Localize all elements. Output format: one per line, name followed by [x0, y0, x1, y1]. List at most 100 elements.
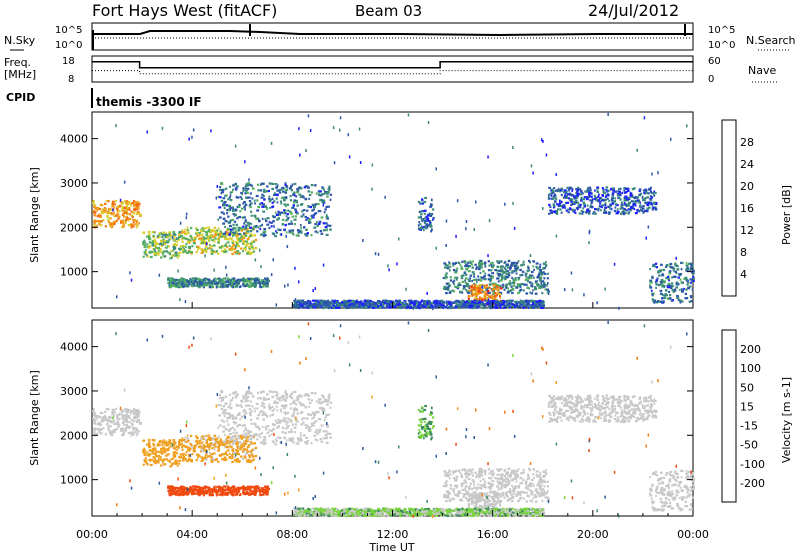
power-mark-2781 — [642, 199, 645, 201]
nsky-panel: N.Sky 10^5 10^0 10^5 10^0 N.Search — [4, 23, 796, 51]
power-mark-735 — [247, 230, 249, 232]
power-mark-968 — [262, 218, 264, 220]
power-mark-1991 — [488, 274, 491, 276]
power-noise-45 — [260, 265, 262, 268]
power-mark-2599 — [630, 206, 632, 208]
power-mark-134 — [113, 212, 115, 214]
power-mark-730 — [326, 234, 329, 236]
power-mark-100 — [107, 210, 109, 212]
power-mark-931 — [219, 216, 222, 218]
power-mark-2542 — [640, 204, 642, 206]
power-mark-164 — [138, 222, 140, 224]
power-mark-2577 — [653, 191, 655, 193]
power-mark-355 — [171, 255, 173, 257]
power-noise-68 — [396, 262, 398, 265]
power-mark-151 — [124, 212, 127, 214]
power-mark-1976 — [498, 273, 501, 275]
power-mark-4022 — [448, 301, 450, 303]
velocity-mark-318 — [176, 452, 179, 454]
power-mark-958 — [307, 232, 309, 234]
power-mark-2745 — [612, 188, 614, 190]
power-mark-3839 — [472, 300, 474, 302]
power-mark-1955 — [468, 280, 471, 282]
power-mark-1585 — [207, 282, 209, 284]
power-mark-1558 — [229, 281, 231, 283]
power-noise-6 — [571, 272, 573, 275]
power-mark-2661 — [580, 199, 582, 201]
power-mark-696 — [226, 234, 228, 236]
velocity-mark-671 — [220, 440, 222, 442]
power-mark-556 — [251, 252, 253, 254]
power-mark-2709 — [601, 194, 604, 196]
power-mark-1033 — [221, 211, 224, 213]
power-mark-1953 — [541, 286, 543, 288]
power-mark-2969 — [680, 262, 682, 264]
power-mark-744 — [279, 214, 281, 216]
power-mark-970 — [285, 219, 287, 221]
power-mark-1947 — [461, 268, 463, 270]
power-mark-4009 — [494, 307, 497, 309]
power-noise-108 — [323, 204, 325, 207]
power-mark-3739 — [521, 302, 523, 304]
power-noise-80 — [546, 154, 548, 157]
power-mark-1052 — [316, 221, 318, 223]
power-mark-1627 — [264, 281, 267, 283]
power-mark-2702 — [583, 203, 585, 205]
power-mark-1965 — [480, 279, 482, 281]
power-noise-15 — [206, 242, 208, 245]
power-mark-728 — [276, 198, 278, 200]
power-mark-655 — [227, 228, 229, 230]
power-mark-3753 — [486, 300, 488, 302]
power-mark-2351 — [621, 202, 623, 204]
power-mark-1061 — [315, 212, 317, 214]
power-mark-1078 — [233, 183, 235, 185]
power-mark-365 — [173, 246, 176, 248]
power-mark-684 — [213, 227, 216, 229]
power-mark-1192 — [292, 207, 294, 209]
velocity-mark-201 — [110, 431, 112, 433]
velocity-mark-90 — [104, 411, 106, 413]
power-noise-26 — [116, 295, 118, 298]
power-mark-2098 — [484, 262, 486, 264]
power-mark-2186 — [471, 295, 473, 297]
power-noise-21 — [618, 307, 620, 310]
power-noise-16 — [556, 235, 558, 238]
power-mark-3802 — [404, 301, 406, 303]
power-mark-203 — [131, 226, 133, 228]
power-mark-2592 — [642, 205, 645, 207]
velocity-mark-584 — [204, 435, 206, 437]
power-mark-985 — [230, 199, 233, 201]
power-mark-1038 — [275, 187, 278, 189]
power-mark-1178 — [244, 228, 246, 230]
power-mark-1941 — [530, 277, 532, 279]
power-mark-1150 — [222, 189, 224, 191]
power-mark-1057 — [328, 188, 330, 190]
nsearch-tick-bottom: 10^0 — [708, 40, 735, 51]
velocity-mark-483 — [187, 435, 189, 437]
velocity-mark-362 — [145, 457, 147, 459]
power-mark-649 — [212, 250, 215, 252]
power-mark-2732 — [630, 209, 632, 211]
power-mark-4051 — [310, 304, 313, 306]
power-mark-2684 — [636, 209, 638, 211]
power-mark-656 — [200, 230, 203, 232]
power-mark-2655 — [589, 199, 591, 201]
power-mark-1931 — [474, 264, 476, 266]
power-mark-2673 — [575, 201, 577, 203]
velocity-mark-301 — [152, 448, 154, 450]
power-mark-1799 — [453, 283, 455, 285]
power-mark-3637 — [372, 307, 374, 309]
power-mark-342 — [170, 237, 172, 239]
power-mark-3953 — [437, 305, 440, 307]
power-mark-1187 — [326, 193, 329, 195]
power-mark-697 — [214, 230, 216, 232]
power-mark-750 — [294, 219, 297, 221]
power-mark-2915 — [658, 284, 661, 286]
power-mark-900 — [219, 186, 221, 188]
power-mark-120 — [107, 219, 109, 221]
power-mark-2715 — [581, 213, 583, 215]
power-mark-1499 — [209, 286, 212, 288]
velocity-mark-247 — [161, 444, 163, 446]
power-mark-1162 — [300, 232, 302, 234]
power-noise-53 — [120, 199, 122, 202]
